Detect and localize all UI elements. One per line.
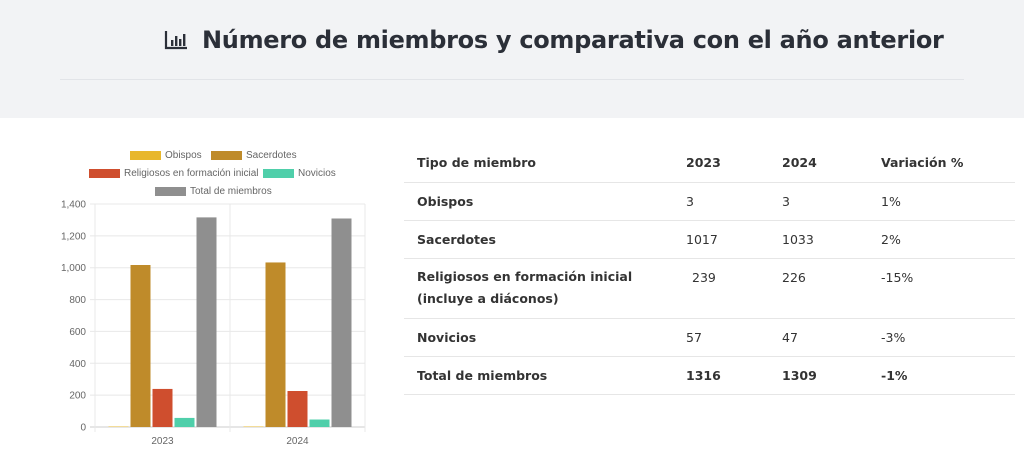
bar-sacerdotes-2024: [265, 262, 286, 427]
cell-tipo: Sacerdotes: [404, 220, 673, 259]
bar-total-de-miembros-2024: [331, 218, 352, 427]
legend-swatch: [130, 151, 161, 160]
bar-chart-icon: [164, 31, 187, 50]
cell-2024: 1309: [769, 356, 868, 395]
y-tick-label: 400: [69, 359, 86, 370]
legend-label: Obispos: [165, 150, 202, 161]
cell-tipo: Religiosos en formación inicial (incluye…: [404, 258, 673, 319]
legend-label: Religiosos en formación inicial: [124, 168, 259, 179]
cell-2023: 57: [673, 318, 769, 357]
page-header: Número de miembros y comparativa con el …: [0, 0, 1024, 118]
cell-2023: 3: [673, 182, 769, 221]
table-row: Novicios 57 47 -3%: [404, 318, 1015, 357]
x-tick-label: 2023: [151, 436, 174, 447]
legend-item-sacerdotes[interactable]: Sacerdotes: [211, 150, 297, 161]
legend-item-novicios[interactable]: Novicios: [263, 168, 336, 179]
cell-2023: 239: [673, 258, 769, 319]
table-row: Total de miembros 1316 1309 -1%: [404, 356, 1015, 395]
bar-novicios-2024: [309, 419, 330, 427]
cell-2024: 1033: [769, 220, 868, 259]
bar-total-de-miembros-2023: [196, 217, 217, 427]
x-tick-label: 2024: [286, 436, 309, 447]
cell-variacion: -3%: [868, 318, 1015, 357]
y-tick-label: 1,200: [61, 231, 86, 242]
table-row: Obispos 3 3 1%: [404, 182, 1015, 221]
cell-variacion: 1%: [868, 182, 1015, 221]
cell-variacion: -1%: [868, 356, 1015, 395]
header-2023: 2023: [673, 144, 769, 183]
bar-chart: Obispos Sacerdotes Religiosos en formaci…: [0, 140, 380, 470]
y-tick-label: 800: [69, 295, 86, 306]
cell-2024: 47: [769, 318, 868, 357]
y-tick-label: 600: [69, 327, 86, 338]
cell-2023: 1017: [673, 220, 769, 259]
header-2024: 2024: [769, 144, 868, 183]
bar-religiosos-en-formación-inicial-2024: [287, 391, 308, 427]
legend-item-total[interactable]: Total de miembros: [155, 186, 272, 197]
cell-2024: 3: [769, 182, 868, 221]
plot-area: 0 200 400 600 800 1,000 1,200 1,400 2023 2024: [61, 200, 366, 447]
table-row: Religiosos en formación inicial (incluye…: [404, 258, 1015, 319]
legend-label: Novicios: [298, 168, 336, 179]
cell-variacion: -15%: [868, 258, 1015, 319]
y-tick-label: 1,400: [61, 200, 86, 211]
bar-novicios-2023: [174, 417, 195, 427]
cell-tipo: Total de miembros: [404, 356, 673, 395]
header-variacion: Variación %: [868, 144, 1015, 183]
legend-swatch: [155, 187, 186, 196]
y-tick-label: 0: [80, 423, 86, 434]
y-tick-label: 1,000: [61, 263, 86, 274]
y-tick-label: 200: [69, 391, 86, 402]
legend-swatch: [263, 169, 294, 178]
cell-2024: 226: [769, 258, 868, 319]
legend-label: Total de miembros: [190, 186, 272, 197]
cell-tipo: Obispos: [404, 182, 673, 221]
legend-swatch: [211, 151, 242, 160]
page-title: Número de miembros y comparativa con el …: [164, 26, 944, 54]
table-row: Sacerdotes 1017 1033 2%: [404, 220, 1015, 259]
legend-label: Sacerdotes: [246, 150, 297, 161]
cell-2023: 1316: [673, 356, 769, 395]
header-tipo: Tipo de miembro: [404, 144, 673, 183]
bar-sacerdotes-2023: [130, 265, 151, 427]
legend-item-obispos[interactable]: Obispos: [130, 150, 202, 161]
cell-variacion: 2%: [868, 220, 1015, 259]
cell-tipo: Novicios: [404, 318, 673, 357]
members-table: Tipo de miembro 2023 2024 Variación % Ob…: [404, 144, 1015, 395]
bar-religiosos-en-formación-inicial-2023: [152, 388, 173, 427]
table-header-row: Tipo de miembro 2023 2024 Variación %: [404, 144, 1015, 183]
divider: [60, 79, 964, 80]
legend-swatch: [89, 169, 120, 178]
legend-item-religiosos[interactable]: Religiosos en formación inicial: [89, 168, 259, 179]
title-text: Número de miembros y comparativa con el …: [202, 26, 944, 54]
